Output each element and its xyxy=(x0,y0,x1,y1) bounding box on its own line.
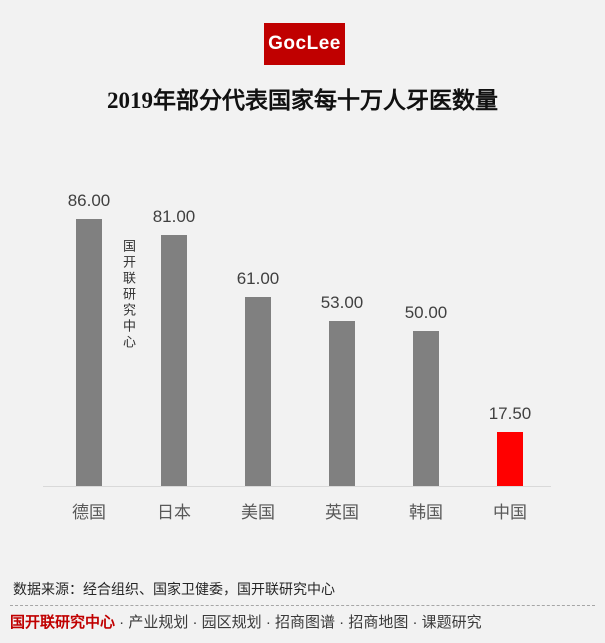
category-label-美国: 美国 xyxy=(241,503,275,522)
logo-text: GocLee xyxy=(268,33,341,54)
value-label-美国: 61.00 xyxy=(236,269,280,288)
category-label-英国: 英国 xyxy=(325,503,359,522)
footer-brand: 国开联研究中心 xyxy=(10,614,116,631)
bar-中国 xyxy=(497,432,523,486)
bar-德国 xyxy=(76,219,102,486)
bar-日本 xyxy=(161,235,187,486)
category-label-韩国: 韩国 xyxy=(409,503,443,522)
value-label-日本: 81.00 xyxy=(152,207,196,226)
bar-英国 xyxy=(329,321,355,486)
category-label-日本: 日本 xyxy=(157,503,191,522)
bar-韩国 xyxy=(413,331,439,486)
value-label-韩国: 50.00 xyxy=(404,303,448,322)
value-label-中国: 17.50 xyxy=(488,404,532,423)
value-label-德国: 86.00 xyxy=(67,191,111,210)
x-axis-line xyxy=(43,486,551,487)
dashed-divider xyxy=(10,605,595,606)
value-label-英国: 53.00 xyxy=(320,293,364,312)
watermark-text: 国开联研究中心 xyxy=(121,239,136,351)
category-label-德国: 德国 xyxy=(72,503,106,522)
category-label-中国: 中国 xyxy=(493,503,527,522)
bar-美国 xyxy=(245,297,271,486)
footer-services: · 产业规划 · 园区规划 · 招商图谱 · 招商地图 · 课题研究 xyxy=(115,614,482,631)
goclee-logo: GocLee xyxy=(264,23,345,65)
data-source-note: 数据来源：经合组织、国家卫健委，国开联研究中心 xyxy=(13,581,335,597)
footer-tagline: 国开联研究中心 · 产业规划 · 园区规划 · 招商图谱 · 招商地图 · 课题… xyxy=(10,611,482,632)
chart-title: 2019年部分代表国家每十万人牙医数量 xyxy=(107,88,498,113)
